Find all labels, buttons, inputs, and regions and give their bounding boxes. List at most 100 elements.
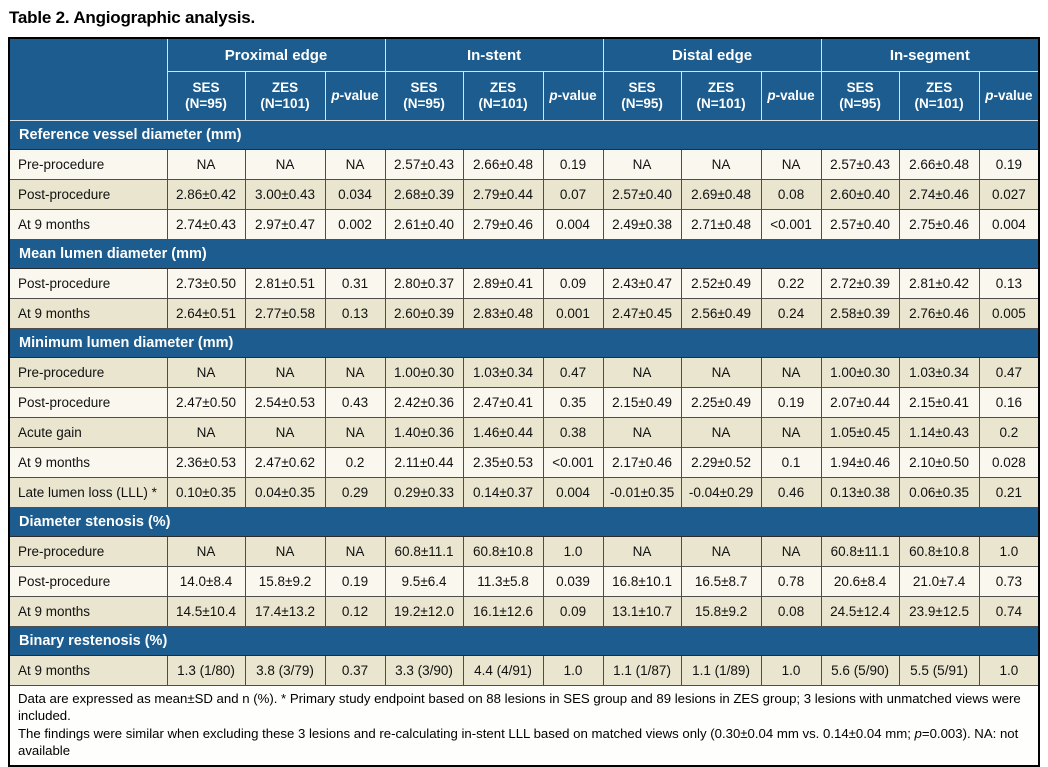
table-row: Pre-procedure NA NA NA 1.00±0.30 1.03±0.34 0.4… (8, 357, 1040, 388)
section-header: Diameter stenosis (%) (8, 507, 1040, 537)
value-cell: 0.47 (978, 357, 1040, 388)
value-cell: 0.19 (978, 149, 1040, 180)
value-cell: 2.29±0.52 (680, 447, 762, 478)
header-group-row: Proximal edge In-stent Distal edge In-segme… (8, 37, 1040, 121)
value-cell: 0.37 (324, 655, 386, 686)
value-cell: 2.10±0.50 (898, 447, 980, 478)
value-cell: 0.13 (978, 268, 1040, 299)
value-cell: 1.03±0.34 (462, 357, 544, 388)
value-cell: 0.10±0.35 (166, 477, 246, 508)
value-cell: 0.35 (542, 387, 604, 418)
footnote-row: Data are expressed as mean±SD and n (%).… (8, 684, 1040, 767)
value-cell: 2.73±0.50 (166, 268, 246, 299)
value-cell: 2.17±0.46 (602, 447, 682, 478)
value-cell: 60.8±10.8 (898, 536, 980, 567)
table-foot: Data are expressed as mean±SD and n (%).… (8, 684, 1040, 767)
value-cell: <0.001 (760, 209, 822, 240)
value-cell: 0.09 (542, 596, 604, 627)
value-cell: 0.29 (324, 477, 386, 508)
value-cell: 0.08 (760, 596, 822, 627)
value-cell: 5.5 (5/91) (898, 655, 980, 686)
value-cell: 16.8±10.1 (602, 566, 682, 597)
section-header: Binary restenosis (%) (8, 626, 1040, 656)
value-cell: NA (680, 536, 762, 567)
table-row: Acute gain NA NA NA 1.40±0.36 1.46±0.44 0.38 NA… (8, 417, 1040, 448)
value-cell: 2.79±0.44 (462, 179, 544, 210)
row-label: At 9 months (8, 209, 168, 240)
value-cell: 2.43±0.47 (602, 268, 682, 299)
value-cell: 0.47 (542, 357, 604, 388)
value-cell: 11.3±5.8 (462, 566, 544, 597)
section-header: Mean lumen diameter (mm) (8, 239, 1040, 269)
value-cell: 24.5±12.4 (820, 596, 900, 627)
value-cell: 0.004 (978, 209, 1040, 240)
table-row: Post-procedure 14.0±8.4 15.8±9.2 0.19 9.5±6.… (8, 566, 1040, 597)
value-cell: NA (324, 357, 386, 388)
value-cell: NA (166, 357, 246, 388)
value-cell: 1.1 (1/89) (680, 655, 762, 686)
value-cell: 16.5±8.7 (680, 566, 762, 597)
value-cell: 0.06±0.35 (898, 477, 980, 508)
value-cell: 2.57±0.43 (384, 149, 464, 180)
value-cell: NA (760, 417, 822, 448)
value-cell: NA (244, 357, 326, 388)
value-cell: NA (760, 536, 822, 567)
footnote-line-1: Data are expressed as mean±SD and n (%).… (18, 691, 1021, 724)
section-header: Reference vessel diameter (mm) (8, 120, 1040, 150)
row-label: Post-procedure (8, 268, 168, 299)
value-cell: 3.00±0.43 (244, 179, 326, 210)
value-cell: 1.46±0.44 (462, 417, 544, 448)
value-cell: 13.1±10.7 (602, 596, 682, 627)
value-cell: 2.36±0.53 (166, 447, 246, 478)
value-cell: 2.64±0.51 (166, 298, 246, 329)
value-cell: 0.38 (542, 417, 604, 448)
table-row: Pre-procedure NA NA NA 60.8±11.1 60.8±10.8 1.0… (8, 536, 1040, 567)
header-group-proximal-edge: Proximal edge (166, 37, 386, 72)
value-cell: 2.81±0.51 (244, 268, 326, 299)
value-cell: 20.6±8.4 (820, 566, 900, 597)
value-cell: 2.74±0.43 (166, 209, 246, 240)
value-cell: 2.74±0.46 (898, 179, 980, 210)
row-label: Acute gain (8, 417, 168, 448)
header-p-value-proximal-edge: p-value (324, 71, 386, 121)
value-cell: 1.40±0.36 (384, 417, 464, 448)
value-cell: NA (324, 149, 386, 180)
row-label: At 9 months (8, 596, 168, 627)
value-cell: 0.13±0.38 (820, 477, 900, 508)
value-cell: 2.75±0.46 (898, 209, 980, 240)
section-row-mean-lumen-diameter-mm: Mean lumen diameter (mm) (8, 239, 1040, 269)
value-cell: 2.66±0.48 (462, 149, 544, 180)
value-cell: 2.11±0.44 (384, 447, 464, 478)
value-cell: 0.12 (324, 596, 386, 627)
value-cell: 0.004 (542, 209, 604, 240)
value-cell: 17.4±13.2 (244, 596, 326, 627)
value-cell: 1.14±0.43 (898, 417, 980, 448)
value-cell: 9.5±6.4 (384, 566, 464, 597)
value-cell: 2.42±0.36 (384, 387, 464, 418)
value-cell: -0.01±0.35 (602, 477, 682, 508)
section-row-reference-vessel-diameter-mm: Reference vessel diameter (mm) (8, 120, 1040, 150)
value-cell: 1.0 (760, 655, 822, 686)
value-cell: NA (244, 149, 326, 180)
value-cell: 0.13 (324, 298, 386, 329)
header-p-value-distal-edge: p-value (760, 71, 822, 121)
table-row: Late lumen loss (LLL) * 0.10±0.35 0.04±0.3… (8, 477, 1040, 508)
value-cell: 5.6 (5/90) (820, 655, 900, 686)
header-sub-row: SES (N=95) ZES (N=101) p-value SES (N=95) ZE… (9, 71, 1040, 121)
value-cell: 0.027 (978, 179, 1040, 210)
value-cell: 21.0±7.4 (898, 566, 980, 597)
value-cell: NA (760, 357, 822, 388)
value-cell: 2.72±0.39 (820, 268, 900, 299)
value-cell: NA (244, 417, 326, 448)
row-label: Post-procedure (8, 387, 168, 418)
value-cell: 2.60±0.39 (384, 298, 464, 329)
value-cell: <0.001 (542, 447, 604, 478)
section-row-minimum-lumen-diameter-mm: Minimum lumen diameter (mm) (8, 328, 1040, 358)
page: Table 2. Angiographic analysis. Proximal… (8, 8, 1041, 767)
value-cell: 2.52±0.49 (680, 268, 762, 299)
section-header: Minimum lumen diameter (mm) (8, 328, 1040, 358)
value-cell: 0.46 (760, 477, 822, 508)
value-cell: 0.2 (978, 417, 1040, 448)
value-cell: 2.97±0.47 (244, 209, 326, 240)
value-cell: 0.43 (324, 387, 386, 418)
